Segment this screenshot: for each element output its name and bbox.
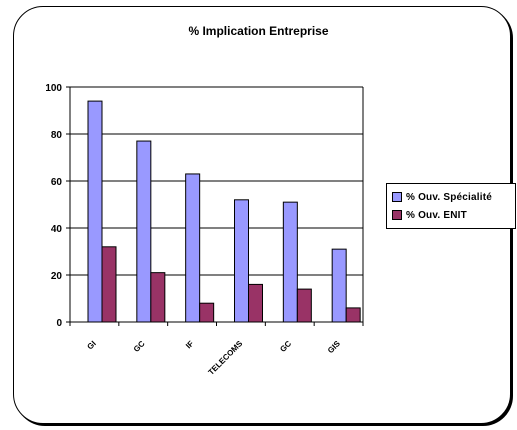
- legend-entry-0: % Ouv. Spécialité: [392, 188, 515, 206]
- y-tick-label-3: 60: [51, 177, 63, 188]
- legend-label-1: % Ouv. ENIT: [406, 209, 467, 221]
- bar-0-2: [185, 173, 201, 323]
- chart-title: % Implication Entreprise: [188, 24, 329, 38]
- legend-swatch-1: [392, 210, 402, 220]
- y-tick-label-4: 80: [51, 130, 63, 141]
- bar-0-3: [234, 199, 249, 323]
- bar-1-4: [296, 288, 312, 323]
- x-tick-label-4: GC: [278, 339, 293, 354]
- bar-1-0: [101, 246, 117, 323]
- legend: % Ouv. Spécialité % Ouv. ENIT: [386, 183, 516, 229]
- y-axis-ticks: 0 20 40 60 80 100: [45, 83, 70, 329]
- x-tick-label-3: TELECOMS: [207, 339, 245, 377]
- bar-0-5: [331, 248, 347, 323]
- bar-0-1: [136, 140, 152, 323]
- y-tick-label-2: 40: [51, 224, 63, 235]
- x-tick-label-5: GIS: [326, 339, 343, 356]
- bar-1-3: [248, 283, 263, 323]
- legend-label-0: % Ouv. Spécialité: [406, 191, 493, 203]
- bar-1-2: [199, 302, 215, 323]
- x-tick-label-2: IF: [184, 339, 195, 350]
- bar-0-0: [87, 100, 103, 323]
- y-tick-label-5: 100: [45, 83, 62, 94]
- y-tick-label-0: 0: [56, 318, 62, 329]
- bar-1-1: [150, 272, 166, 323]
- x-tick-label-0: GI: [85, 339, 97, 351]
- legend-entry-1: % Ouv. ENIT: [392, 206, 515, 224]
- legend-swatch-0: [392, 192, 402, 202]
- bar-1-5: [345, 307, 361, 323]
- x-tick-label-1: GC: [132, 339, 147, 354]
- bar-0-4: [282, 201, 298, 323]
- x-axis-ticks: GI GC IF TELECOMS GC GIS: [69, 322, 364, 377]
- y-tick-label-1: 20: [51, 271, 63, 282]
